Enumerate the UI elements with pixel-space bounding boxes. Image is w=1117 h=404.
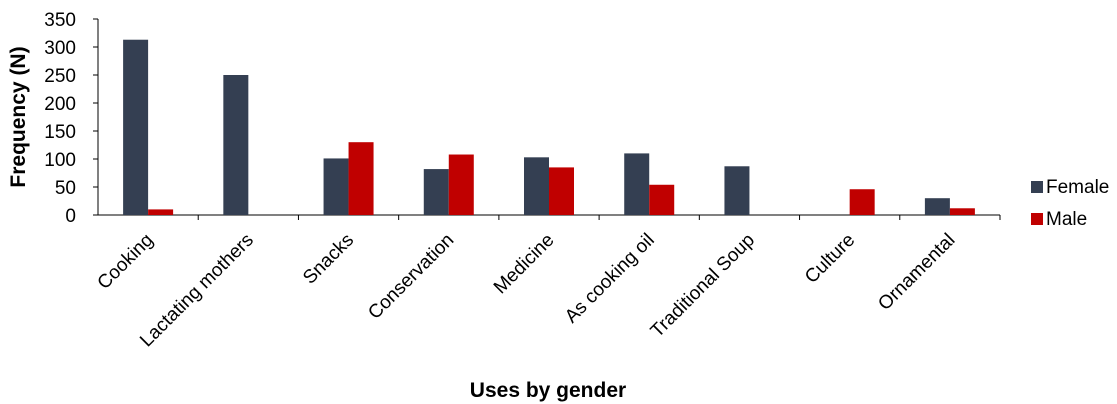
y-tick-label: 250 xyxy=(44,66,76,87)
category-label: Conservation xyxy=(364,230,458,324)
bar-female-0 xyxy=(123,39,149,215)
bar-male-5 xyxy=(649,184,675,215)
y-tick-label: 0 xyxy=(65,206,76,227)
category-label: Ornamental xyxy=(874,230,959,315)
y-tick-label: 200 xyxy=(44,94,76,115)
category-label: Lactating mothers xyxy=(136,230,258,352)
bar-male-2 xyxy=(348,142,374,215)
category-label: Traditional Soup xyxy=(647,230,759,342)
bar-female-2 xyxy=(323,158,349,215)
y-tick-label: 300 xyxy=(44,38,76,59)
legend-label-male: Male xyxy=(1046,209,1087,230)
bar-female-1 xyxy=(223,75,249,215)
bar-female-3 xyxy=(423,169,449,215)
category-label: Culture xyxy=(801,230,859,288)
legend-swatch-female xyxy=(1031,181,1043,193)
y-tick-label: 150 xyxy=(44,122,76,143)
y-axis-title: Frequency (N) xyxy=(7,46,30,187)
category-label: Medicine xyxy=(490,230,559,299)
bar-female-5 xyxy=(624,153,650,215)
bar-male-8 xyxy=(949,208,975,215)
bar-male-4 xyxy=(549,167,574,215)
bar-male-0 xyxy=(148,209,174,215)
legend-swatch-male xyxy=(1031,213,1043,225)
bar-female-8 xyxy=(924,198,950,215)
category-label: Cooking xyxy=(93,230,157,294)
bar-female-6 xyxy=(724,166,750,215)
bar-male-3 xyxy=(448,154,474,215)
bars-group xyxy=(123,39,1001,220)
legend-label-female: Female xyxy=(1046,177,1109,198)
bar-male-7 xyxy=(849,189,875,215)
x-axis-title: Uses by gender xyxy=(470,379,626,402)
y-tick-label: 100 xyxy=(44,150,76,171)
y-axis-ticks: 0 50 100 150 200 250 300 350 xyxy=(44,10,98,227)
category-label: Snacks xyxy=(299,230,358,289)
category-label: As cooking oil xyxy=(561,230,659,328)
legend: Female Male xyxy=(1031,177,1109,230)
y-tick-label: 350 xyxy=(44,10,76,31)
y-tick-label: 50 xyxy=(55,178,76,199)
bar-female-4 xyxy=(524,157,549,215)
